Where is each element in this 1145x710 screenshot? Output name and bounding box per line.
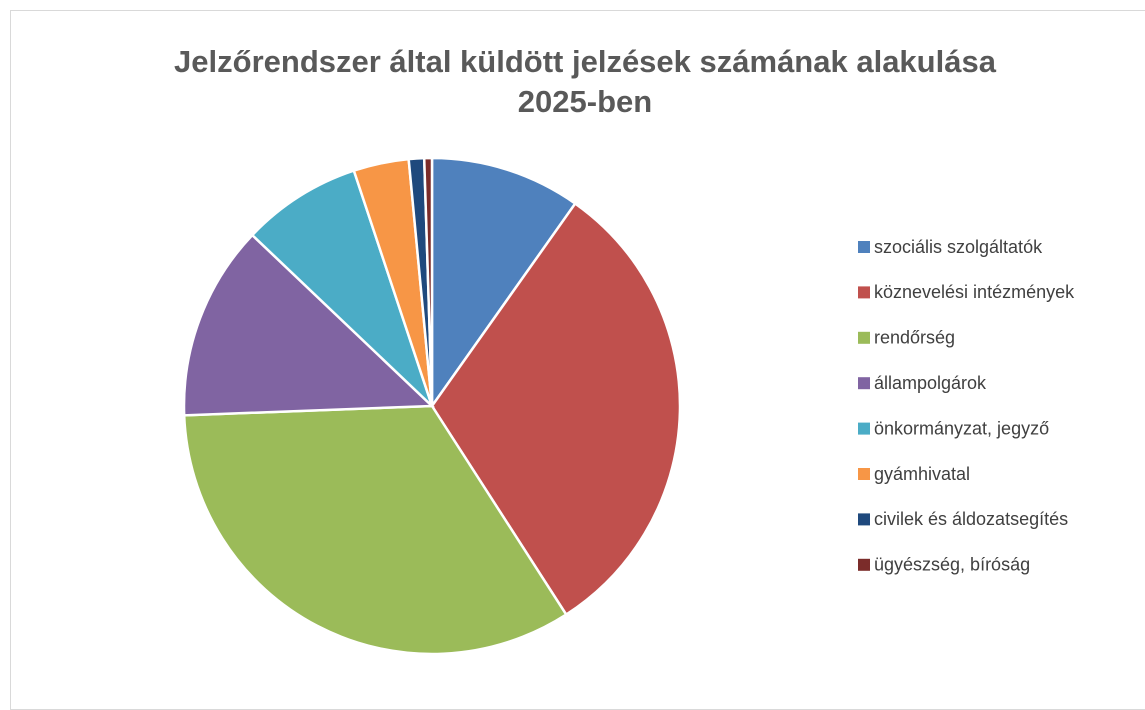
legend-label: önkormányzat, jegyző xyxy=(874,418,1049,438)
pie-slice xyxy=(182,404,568,656)
legend-swatch xyxy=(858,558,870,571)
pie-slice xyxy=(430,201,682,617)
legend-label: ügyészség, bíróság xyxy=(874,555,1030,575)
legend-swatch xyxy=(858,286,870,299)
legend-label: állampolgárok xyxy=(874,373,987,393)
legend-label: szociális szolgáltatók xyxy=(874,237,1043,257)
pie-slice xyxy=(182,233,436,417)
legend-swatch xyxy=(858,513,870,526)
pie-slice xyxy=(422,156,434,407)
legend-swatch xyxy=(858,377,870,390)
legend-swatch xyxy=(858,468,870,480)
page: {"chart_data": {"type": "pie", "title": … xyxy=(10,10,1145,710)
legend-swatch xyxy=(858,422,870,435)
chart-title: Jelzőrendszer által küldött jelzések szá… xyxy=(174,44,996,119)
pie-slice xyxy=(430,156,577,410)
legend-label: köznevelési intézmények xyxy=(874,282,1075,302)
chart: szociális szolgáltatók köznevelési intézm… xyxy=(182,156,1075,656)
legend-label: gyámhivatal xyxy=(874,464,970,484)
legend-swatch xyxy=(858,241,870,253)
pie-slice xyxy=(250,169,434,407)
legend-label: rendőrség xyxy=(874,328,955,348)
legend-swatch xyxy=(858,331,870,344)
legend-label: civilek és áldozatsegítés xyxy=(874,509,1068,529)
